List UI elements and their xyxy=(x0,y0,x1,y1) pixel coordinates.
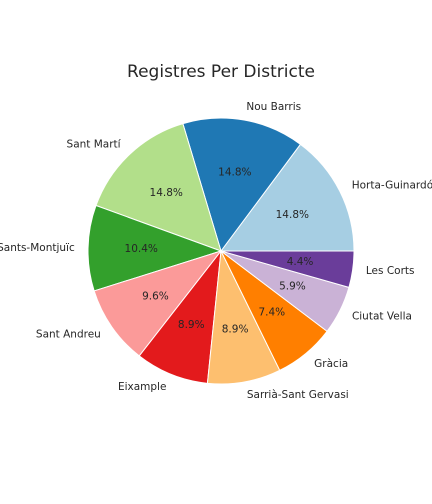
slice-label-sants-montjuic: Sants-Montjuïc xyxy=(0,242,75,254)
slice-label-sant-marti: Sant Martí xyxy=(67,139,122,151)
slice-label-eixample: Eixample xyxy=(118,381,166,393)
chart-title: Registres Per Districte xyxy=(127,62,315,82)
percent-label-sant-marti: 14.8% xyxy=(150,187,183,199)
slice-label-gracia: Gràcia xyxy=(314,358,348,370)
percent-label-gracia: 7.4% xyxy=(258,307,285,319)
percent-label-horta-guinardo: 14.8% xyxy=(276,209,309,221)
percent-label-sant-andreu: 9.6% xyxy=(142,291,169,303)
slice-label-sant-andreu: Sant Andreu xyxy=(36,328,101,340)
slice-label-sarria-sant-gervasi: Sarrià-Sant Gervasi xyxy=(247,389,349,401)
slice-label-les-corts: Les Corts xyxy=(366,265,415,277)
percent-label-ciutat-vella: 5.9% xyxy=(279,281,306,293)
slice-label-nou-barris: Nou Barris xyxy=(246,101,301,113)
percent-label-nou-barris: 14.8% xyxy=(218,166,251,178)
slice-label-ciutat-vella: Ciutat Vella xyxy=(352,310,412,322)
slice-label-horta-guinardo: Horta-Guinardó xyxy=(352,179,432,191)
percent-label-sarria-sant-gervasi: 8.9% xyxy=(222,324,249,336)
percent-label-eixample: 8.9% xyxy=(178,319,205,331)
percent-label-sants-montjuic: 10.4% xyxy=(125,243,158,255)
percent-label-les-corts: 4.4% xyxy=(287,256,314,268)
